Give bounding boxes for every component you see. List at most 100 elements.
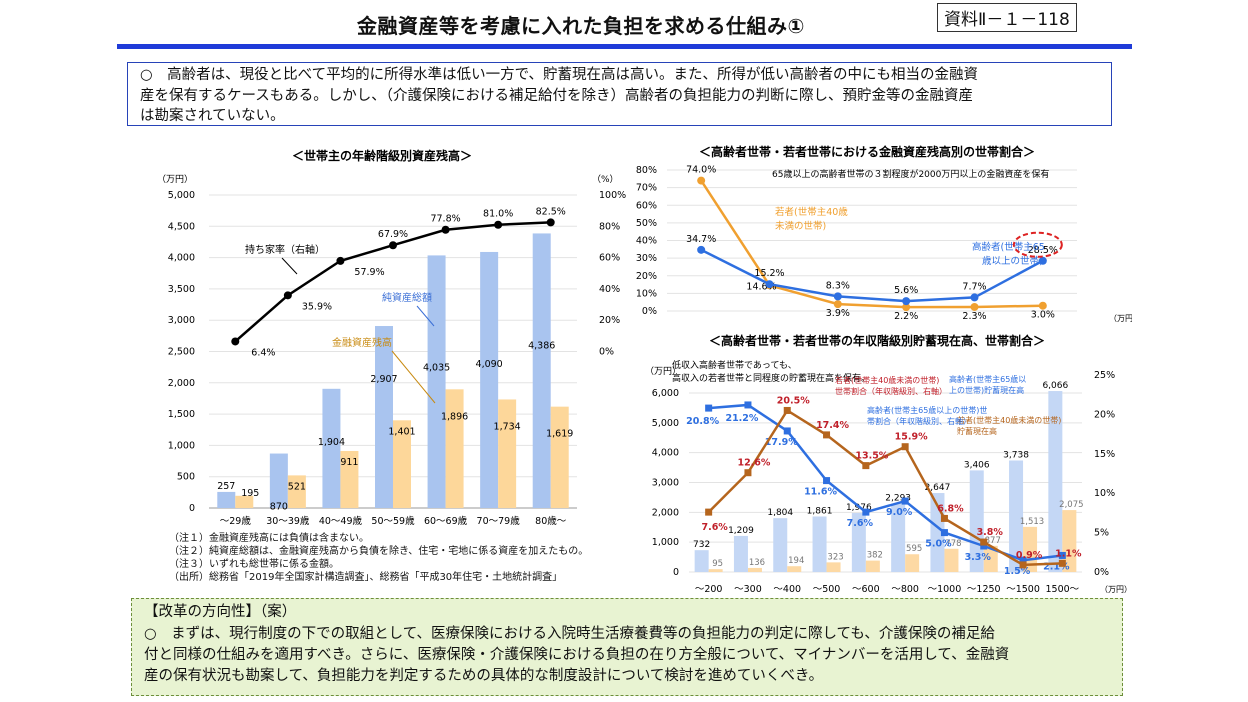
elderly-savings-label: 1,209 bbox=[728, 526, 754, 536]
x-tick-label: 50～59歳 bbox=[371, 515, 415, 527]
financial-asset-bar bbox=[445, 389, 464, 508]
young-share-label: 14.6% bbox=[746, 281, 776, 292]
young-share-point bbox=[980, 538, 988, 546]
x-tick-label: ～1250 bbox=[967, 584, 1001, 595]
legend-pointer bbox=[416, 305, 435, 327]
x-tick-label: ～29歳 bbox=[220, 515, 252, 527]
y-tick-label: 1,500 bbox=[168, 409, 195, 420]
elderly-share-point bbox=[980, 542, 988, 550]
young-share-label: 13.5% bbox=[855, 451, 888, 462]
reform-line: 付と同様の仕組みを適用すべき。さらに、医療保険・介護保険における負担の在り方全般… bbox=[144, 647, 1010, 663]
young-share-label: 2.3% bbox=[962, 311, 986, 322]
financial-asset-value-label: 1,619 bbox=[546, 429, 573, 440]
y2-tick-label: 0% bbox=[599, 347, 614, 358]
home-ownership-point bbox=[336, 256, 345, 265]
x-tick-label: ～300 bbox=[734, 584, 762, 595]
young-savings-label: 778 bbox=[945, 539, 961, 549]
legend-elderly-share-2: 帯割合（年収階級別、右軸） bbox=[867, 416, 971, 426]
young-share-point bbox=[940, 514, 948, 522]
elderly-savings-bar bbox=[1009, 460, 1024, 572]
elderly-savings-label: 6,066 bbox=[1042, 381, 1068, 391]
young-share-label: 74.0% bbox=[686, 165, 716, 176]
legend-young-savings-2: 貯蓄現在高 bbox=[957, 426, 997, 436]
financial-asset-bar bbox=[340, 450, 359, 508]
elderly-share-point bbox=[744, 401, 752, 409]
elderly-share-point bbox=[940, 529, 948, 537]
chart-annotation-2: 高収入の若者世帯と同程度の貯蓄現在高を保有。 bbox=[672, 372, 870, 384]
home-ownership-point bbox=[231, 337, 240, 346]
elderly-share-point bbox=[783, 427, 791, 435]
y-tick-label: 4,000 bbox=[168, 253, 195, 264]
home-ownership-label: 81.0% bbox=[483, 209, 513, 220]
y2-tick-label: 0% bbox=[1094, 567, 1109, 578]
y-tick-label: 2,000 bbox=[652, 507, 679, 518]
home-ownership-label: 67.9% bbox=[378, 229, 408, 240]
y-tick-label: 40% bbox=[636, 236, 657, 247]
y-tick-label: 0 bbox=[673, 567, 679, 578]
young-savings-label: 2,075 bbox=[1059, 500, 1083, 510]
young-share-point bbox=[833, 300, 842, 309]
y2-tick-label: 40% bbox=[599, 284, 620, 295]
legend-young-2: 未満の世帯) bbox=[775, 220, 826, 232]
y-tick-label: 2,500 bbox=[168, 347, 195, 358]
y-tick-label: 4,000 bbox=[652, 448, 679, 459]
x-tick-label: ～800 bbox=[891, 584, 919, 595]
y2-tick-label: 10% bbox=[1094, 488, 1115, 499]
young-share-point bbox=[783, 406, 791, 414]
home-ownership-label: 57.9% bbox=[354, 267, 384, 278]
elderly-share-point bbox=[823, 477, 831, 485]
young-share-label: 3.0% bbox=[1031, 310, 1055, 321]
y-tick-label: 3,000 bbox=[652, 478, 679, 489]
elderly-share-label: 15.2% bbox=[754, 268, 784, 279]
elderly-share-label: 9.0% bbox=[886, 507, 913, 518]
note-line: （出所）総務省「2019年全国家計構造調査」、総務省「平成30年住宅・土地統計調… bbox=[169, 572, 563, 583]
elderly-savings-bar bbox=[773, 518, 788, 572]
summary-line: は勘案されていない。 bbox=[140, 108, 285, 124]
elderly-share-point bbox=[901, 497, 909, 505]
asset-by-age-chart: ＜世帯主の年齢階級別資産残高＞ （万円） （%） 0 500 1,000 1,500 2,00… bbox=[157, 148, 626, 527]
young-share-point bbox=[1019, 561, 1027, 569]
y-tick-label: 3,000 bbox=[168, 315, 195, 326]
elderly-savings-bar bbox=[694, 550, 709, 572]
legend-elderly-savings-2: 上の世帯)貯蓄現在高 bbox=[949, 385, 1024, 395]
elderly-share-label: 17.9% bbox=[765, 437, 798, 448]
young-savings-label: 877 bbox=[985, 536, 1001, 546]
net-asset-bar bbox=[217, 491, 236, 508]
y-tick-label: 500 bbox=[177, 472, 195, 483]
y2-tick-label: 20% bbox=[599, 315, 620, 326]
elderly-share-label: 7.7% bbox=[962, 281, 986, 292]
young-share-point bbox=[1058, 559, 1066, 567]
y-tick-label: 1,000 bbox=[652, 537, 679, 548]
reform-line: ○ まずは、現行制度の下での取組として、医療保険における入院時生活療養費等の負担… bbox=[144, 626, 995, 642]
x-tick-label: ～400 bbox=[773, 584, 801, 595]
y2-tick-label: 20% bbox=[1094, 409, 1115, 420]
young-savings-label: 323 bbox=[827, 552, 843, 562]
y2-tick-label: 15% bbox=[1094, 449, 1115, 460]
reform-heading: 【改革の方向性】（案） bbox=[144, 604, 297, 620]
chart-title: ＜高齢者世帯・若者世帯の年収階級別貯蓄現在高、世帯割合＞ bbox=[709, 333, 1045, 348]
elderly-share-label: 11.6% bbox=[804, 487, 837, 498]
y-tick-label: 80% bbox=[636, 165, 657, 176]
home-ownership-point bbox=[494, 220, 503, 229]
elderly-share-label: 8.3% bbox=[826, 280, 850, 291]
young-share-label: 6.8% bbox=[937, 503, 964, 514]
net-asset-value-label: 4,386 bbox=[528, 340, 555, 351]
young-share-label: 20.5% bbox=[777, 395, 810, 406]
summary-line: ○ 高齢者は、現役と比べて平均的に所得水準は低い一方で、貯蓄現在高は高い。また、… bbox=[140, 67, 978, 83]
net-asset-bar bbox=[427, 255, 446, 508]
y2-tick-label: 60% bbox=[599, 253, 620, 264]
young-savings-bar bbox=[865, 560, 880, 572]
elderly-share-label: 1.5% bbox=[1004, 566, 1031, 577]
x-tick-label: ～600 bbox=[852, 584, 880, 595]
y-tick-label: 30% bbox=[636, 253, 657, 264]
chart-annotation: 65歳以上の高齢者世帯の３割程度が2000万円以上の金融資産を保有 bbox=[772, 168, 1049, 180]
elderly-share-point bbox=[697, 245, 706, 254]
elderly-share-label: 2.1% bbox=[1043, 561, 1070, 572]
young-share-point bbox=[744, 469, 752, 477]
highlight-ellipse bbox=[1012, 231, 1063, 258]
y2-tick-label: 100% bbox=[599, 190, 626, 201]
home-ownership-label: 35.9% bbox=[302, 301, 332, 312]
elderly-share-label: 21.2% bbox=[725, 413, 758, 424]
elderly-savings-label: 732 bbox=[693, 540, 710, 550]
young-share-label: 7.6% bbox=[701, 522, 728, 533]
